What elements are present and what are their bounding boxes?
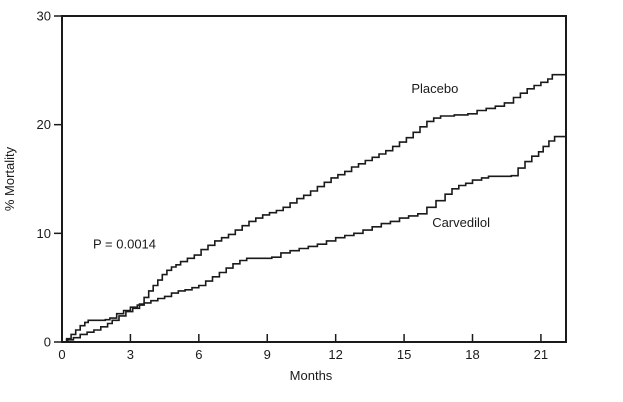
y-tick-label: 30 xyxy=(37,9,51,24)
curve-annotations: Placebo Carvedilol P = 0.0014 xyxy=(93,81,490,251)
carvedilol-curve xyxy=(62,135,566,343)
x-axis-ticks: 0 3 6 9 12 15 18 21 xyxy=(58,334,548,362)
y-axis-title: % Mortality xyxy=(2,146,17,211)
x-tick-label: 6 xyxy=(195,347,202,362)
x-tick-label: 21 xyxy=(534,347,548,362)
x-tick-label: 15 xyxy=(397,347,411,362)
placebo-curve xyxy=(62,73,566,343)
y-axis-ticks: 0 10 20 30 xyxy=(37,9,62,350)
carvedilol-label: Carvedilol xyxy=(432,215,490,230)
placebo-label: Placebo xyxy=(411,81,458,96)
y-tick-label: 20 xyxy=(37,117,51,132)
x-tick-label: 12 xyxy=(328,347,342,362)
x-tick-label: 3 xyxy=(127,347,134,362)
p-value-label: P = 0.0014 xyxy=(93,237,156,252)
x-tick-label: 18 xyxy=(465,347,479,362)
x-tick-label: 9 xyxy=(264,347,271,362)
x-tick-label: 0 xyxy=(58,347,65,362)
y-tick-label: 10 xyxy=(37,226,51,241)
y-tick-label: 0 xyxy=(44,335,51,350)
x-axis-title: Months xyxy=(290,368,333,383)
plot-frame xyxy=(61,15,567,343)
series-curves xyxy=(62,73,566,343)
